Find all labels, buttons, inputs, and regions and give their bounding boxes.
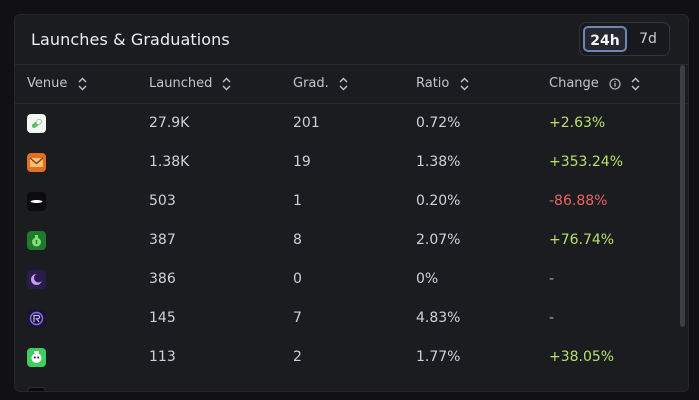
column-header-launched[interactable]: Launched	[149, 65, 231, 103]
table-row[interactable]: 27.9K 201 0.72% +2.63%	[15, 104, 688, 143]
column-header-venue[interactable]: Venue	[27, 65, 87, 103]
change-cell: -	[549, 310, 555, 326]
launched-cell: 1.38K	[149, 154, 190, 170]
column-header-change[interactable]: Change	[549, 65, 640, 103]
column-label: Grad.	[293, 76, 329, 91]
sort-icon	[631, 77, 640, 91]
grad-cell: 1	[293, 193, 302, 209]
table-row[interactable]: 145 7 4.83% -	[15, 299, 688, 338]
launched-cell: 503	[149, 193, 176, 209]
ratio-cell: 0.20%	[416, 193, 461, 209]
card-header: Launches & Graduations 24h 7d	[15, 15, 688, 65]
range-24h-button[interactable]: 24h	[583, 26, 627, 52]
dark-logo-icon	[27, 387, 46, 391]
ratio-cell: 4.83%	[416, 310, 461, 326]
column-header-ratio[interactable]: Ratio	[416, 65, 469, 103]
launches-graduations-card: Launches & Graduations 24h 7d Venue Laun…	[14, 14, 689, 392]
change-cell: -	[549, 271, 555, 287]
change-cell: +76.74%	[549, 232, 615, 248]
ratio-cell: 0%	[416, 271, 439, 287]
ratio-cell: 1.38%	[416, 154, 461, 170]
column-label: Launched	[149, 76, 213, 91]
card-title: Launches & Graduations	[31, 30, 230, 49]
launched-cell: 113	[149, 349, 176, 365]
green-character-logo-icon	[27, 348, 46, 367]
table-header: Venue Launched Grad. Ratio Change	[15, 65, 688, 104]
grad-cell: 0	[293, 271, 302, 287]
change-cell: -86.88%	[549, 193, 608, 209]
column-label: Ratio	[416, 76, 450, 91]
table-row[interactable]: 1.38K 19 1.38% +353.24%	[15, 143, 688, 182]
table-row[interactable]	[15, 377, 688, 391]
sort-icon	[339, 77, 348, 91]
table-scrollbar[interactable]	[680, 65, 685, 327]
grad-cell: 8	[293, 232, 302, 248]
change-cell: +2.63%	[549, 115, 606, 131]
green-moneybag-logo-icon	[27, 231, 46, 250]
purple-moon-logo-icon	[27, 270, 46, 289]
sort-icon	[78, 77, 86, 91]
pill-logo-icon	[27, 114, 46, 133]
launched-cell: 387	[149, 232, 176, 248]
table-body: 27.9K 201 0.72% +2.63% 1.38K 19 1.38% +3…	[15, 104, 688, 391]
grad-cell: 201	[293, 115, 320, 131]
grad-cell: 7	[293, 310, 302, 326]
sort-icon	[222, 77, 231, 91]
change-cell: +353.24%	[549, 154, 624, 170]
orange-envelope-logo-icon	[27, 153, 46, 172]
table-row[interactable]: 113 2 1.77% +38.05%	[15, 338, 688, 377]
table-row[interactable]: 386 0 0% -	[15, 260, 688, 299]
table-row[interactable]: 387 8 2.07% +76.74%	[15, 221, 688, 260]
time-range-toggle: 24h 7d	[579, 22, 670, 56]
column-label: Change	[549, 76, 599, 91]
info-icon[interactable]	[609, 78, 621, 90]
table-row[interactable]: 503 1 0.20% -86.88%	[15, 182, 688, 221]
ratio-cell: 2.07%	[416, 232, 461, 248]
launched-cell: 145	[149, 310, 176, 326]
white-swoosh-logo-icon	[27, 192, 46, 211]
grad-cell: 2	[293, 349, 302, 365]
purple-badge-logo-icon	[27, 309, 46, 328]
change-cell: +38.05%	[549, 349, 615, 365]
grad-cell: 19	[293, 154, 311, 170]
column-header-grad[interactable]: Grad.	[293, 65, 348, 103]
ratio-cell: 1.77%	[416, 349, 461, 365]
launched-cell: 27.9K	[149, 115, 190, 131]
column-label: Venue	[27, 76, 68, 91]
ratio-cell: 0.72%	[416, 115, 461, 131]
sort-icon	[460, 77, 469, 91]
range-7d-button[interactable]: 7d	[639, 31, 657, 47]
launched-cell: 386	[149, 271, 176, 287]
